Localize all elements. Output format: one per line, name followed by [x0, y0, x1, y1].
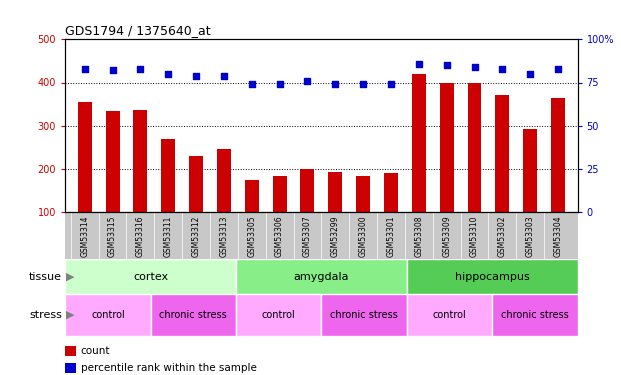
Text: GSM53299: GSM53299: [331, 216, 340, 257]
Text: chronic stress: chronic stress: [330, 310, 398, 320]
Text: hippocampus: hippocampus: [455, 272, 530, 282]
Point: [107, 68, 117, 74]
Text: GSM53315: GSM53315: [108, 216, 117, 257]
Bar: [189, 156, 203, 255]
Point: [386, 81, 396, 87]
Bar: [150, 294, 236, 336]
Bar: [217, 149, 231, 255]
Text: GSM53305: GSM53305: [247, 216, 256, 257]
Point: [163, 71, 173, 77]
Text: control: control: [91, 310, 125, 320]
Bar: [65, 294, 150, 336]
Text: control: control: [433, 310, 466, 320]
Point: [247, 81, 256, 87]
Text: cortex: cortex: [133, 272, 168, 282]
Text: GSM53302: GSM53302: [498, 216, 507, 257]
Point: [302, 78, 312, 84]
Text: GSM53303: GSM53303: [526, 216, 535, 257]
Text: GSM53309: GSM53309: [442, 216, 451, 257]
Point: [414, 60, 424, 66]
Point: [274, 81, 284, 87]
Text: GSM53306: GSM53306: [275, 216, 284, 257]
Point: [525, 71, 535, 77]
Bar: [134, 110, 147, 255]
Bar: [551, 98, 565, 255]
Point: [135, 66, 145, 72]
Bar: [492, 294, 578, 336]
Text: tissue: tissue: [29, 272, 62, 282]
Point: [358, 81, 368, 87]
Point: [330, 81, 340, 87]
Text: ▶: ▶: [66, 272, 75, 282]
Text: control: control: [262, 310, 296, 320]
Bar: [301, 169, 314, 255]
Text: chronic stress: chronic stress: [501, 310, 569, 320]
Bar: [496, 96, 509, 255]
Text: GDS1794 / 1375640_at: GDS1794 / 1375640_at: [65, 24, 211, 37]
Bar: [524, 129, 537, 255]
Bar: [322, 294, 407, 336]
Text: amygdala: amygdala: [294, 272, 349, 282]
Text: ▶: ▶: [66, 310, 75, 320]
Bar: [273, 176, 286, 255]
Bar: [407, 294, 492, 336]
Point: [553, 66, 563, 72]
Bar: [65, 259, 236, 294]
Bar: [329, 172, 342, 255]
Point: [219, 73, 229, 79]
Text: GSM53313: GSM53313: [219, 216, 229, 257]
Bar: [245, 180, 259, 255]
Bar: [468, 82, 481, 255]
Bar: [106, 111, 119, 255]
Bar: [161, 139, 175, 255]
Point: [79, 66, 89, 72]
Text: chronic stress: chronic stress: [160, 310, 227, 320]
Point: [442, 62, 451, 68]
Text: GSM53314: GSM53314: [80, 216, 89, 257]
Text: GSM53316: GSM53316: [136, 216, 145, 257]
Point: [469, 64, 479, 70]
Text: GSM53312: GSM53312: [191, 216, 201, 257]
Point: [191, 73, 201, 79]
Text: GSM53310: GSM53310: [470, 216, 479, 257]
Bar: [407, 259, 578, 294]
Bar: [356, 176, 370, 255]
Bar: [412, 74, 426, 255]
Text: GSM53304: GSM53304: [553, 216, 563, 257]
Text: stress: stress: [29, 310, 62, 320]
Text: percentile rank within the sample: percentile rank within the sample: [81, 363, 256, 373]
Bar: [78, 102, 92, 255]
Bar: [384, 173, 398, 255]
Text: GSM53308: GSM53308: [414, 216, 424, 257]
Point: [497, 66, 507, 72]
Text: GSM53311: GSM53311: [164, 216, 173, 257]
Text: GSM53301: GSM53301: [386, 216, 396, 257]
Bar: [236, 259, 407, 294]
Text: GSM53307: GSM53307: [303, 216, 312, 257]
Bar: [236, 294, 322, 336]
Text: count: count: [81, 346, 111, 356]
Text: GSM53300: GSM53300: [359, 216, 368, 257]
Bar: [440, 82, 453, 255]
